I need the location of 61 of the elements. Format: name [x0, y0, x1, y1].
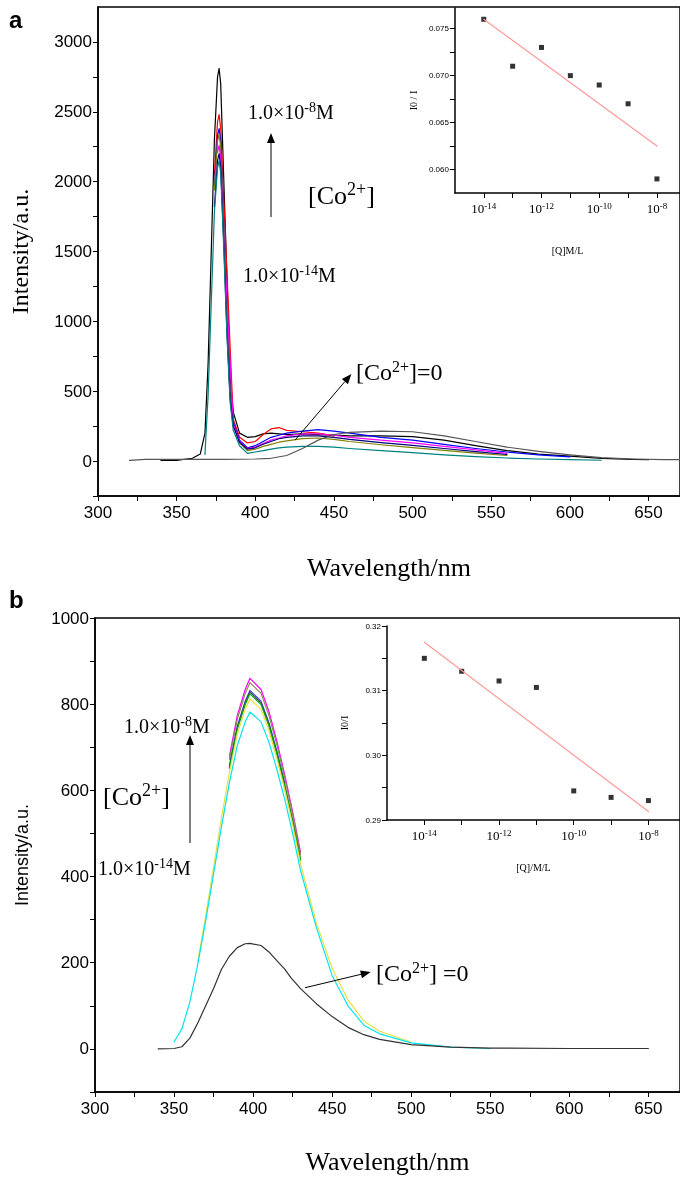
- x-tick-label: 350: [159, 1099, 189, 1118]
- chart-title: a: [9, 5, 23, 33]
- y-axis-title: I0 / I: [407, 90, 419, 111]
- x-tick-label: 400: [241, 503, 270, 522]
- point: [496, 678, 502, 684]
- y-tick-label: 0.29: [365, 815, 382, 825]
- y-tick-label: 0.060: [428, 165, 450, 175]
- x-tick-label: 550: [476, 1099, 505, 1118]
- y-axis-title: I0/I: [338, 715, 350, 731]
- point: [596, 82, 602, 88]
- x-axis-title: Wavelength/nm: [307, 552, 471, 582]
- x-tick-label: 400: [238, 1099, 268, 1118]
- x-tick-label: 550: [477, 503, 506, 522]
- y-tick-label: 500: [63, 381, 92, 401]
- point: [510, 63, 516, 69]
- y-tick-label: 0.31: [365, 686, 382, 696]
- x-tick-label: 300: [83, 503, 113, 522]
- y-tick-label: 3000: [54, 32, 92, 52]
- point: [421, 655, 427, 661]
- x-tick-label: 450: [319, 503, 349, 522]
- y-tick-label: 0.065: [428, 118, 450, 128]
- x-tick-label: 500: [398, 503, 427, 522]
- y-tick-label: 1000: [54, 311, 92, 331]
- point: [654, 176, 660, 182]
- chart-title: b: [9, 585, 24, 613]
- x-axis-title: [Q]M/L: [551, 244, 584, 256]
- point: [645, 798, 651, 804]
- x-axis-title: Wavelength/nm: [305, 1146, 470, 1176]
- point: [608, 794, 614, 800]
- y-tick-label: 0.070: [428, 71, 450, 81]
- x-tick-label: 500: [397, 1099, 426, 1118]
- y-tick-label: 600: [60, 780, 89, 800]
- y-tick-label: 0: [79, 1039, 89, 1059]
- x-tick-label: 650: [634, 503, 663, 522]
- y-tick-label: 1500: [54, 242, 92, 261]
- y-tick-label: 2500: [54, 102, 92, 122]
- point: [533, 684, 539, 690]
- y-tick-label: 1000: [51, 608, 89, 628]
- x-tick-label: 600: [555, 503, 585, 522]
- point: [625, 101, 631, 107]
- y-tick-label: 0.30: [365, 750, 382, 760]
- x-axis-title: [Q]/M/L: [516, 861, 551, 873]
- y-tick-label: 400: [60, 867, 89, 887]
- x-tick-label: 350: [162, 503, 191, 522]
- x-tick-label: 300: [80, 1099, 110, 1118]
- line-series: [128, 430, 680, 461]
- point: [567, 73, 573, 79]
- y-tick-label: 2000: [54, 172, 92, 192]
- line-series: [157, 942, 649, 1050]
- y-tick-label: 0.32: [365, 621, 382, 631]
- y-tick-label: 0.075: [428, 24, 450, 34]
- x-tick-label: 450: [317, 1099, 347, 1118]
- x-tick-label: 600: [555, 1099, 584, 1118]
- x-tick-label: 650: [634, 1099, 663, 1118]
- y-tick-label: 0: [82, 451, 92, 471]
- y-tick-label: 800: [60, 694, 89, 714]
- y-tick-label: 200: [60, 953, 89, 973]
- point: [539, 44, 544, 50]
- point: [571, 788, 577, 794]
- y-axis-title: Intensity/a.u.: [7, 188, 33, 315]
- y-axis-title: Intensity/a.u.: [12, 803, 32, 907]
